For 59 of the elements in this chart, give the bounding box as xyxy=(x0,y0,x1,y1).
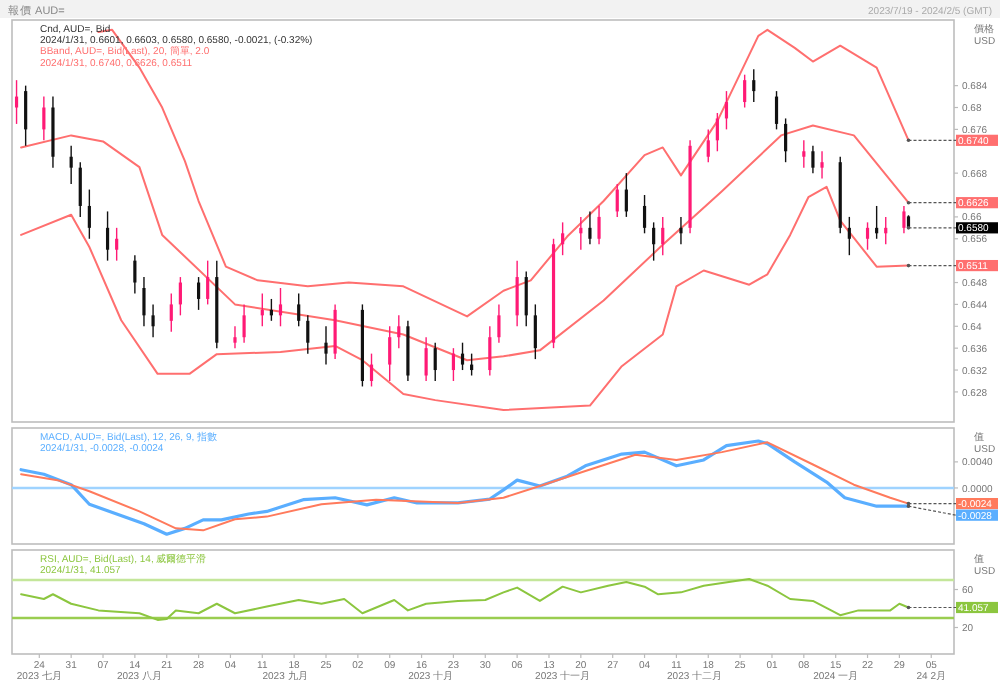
candlestick xyxy=(87,188,91,240)
candlestick xyxy=(324,325,328,366)
candlestick xyxy=(306,314,310,355)
candlestick xyxy=(847,216,851,256)
candlestick xyxy=(774,90,779,131)
candlestick xyxy=(460,341,465,371)
candlestick xyxy=(78,161,82,218)
candlestick xyxy=(715,112,719,152)
candlestick xyxy=(424,336,428,382)
candlestick xyxy=(865,221,870,251)
candlestick xyxy=(624,172,628,218)
candlestick xyxy=(369,352,374,388)
candlestick xyxy=(743,73,747,109)
candlestick xyxy=(497,303,501,344)
candlestick xyxy=(42,95,46,142)
candlestick xyxy=(388,325,392,382)
candlestick xyxy=(615,183,619,218)
candlestick xyxy=(133,254,137,295)
candlestick xyxy=(679,216,683,245)
candlestick xyxy=(902,205,906,235)
candlestick xyxy=(784,117,788,163)
candlestick xyxy=(151,303,155,338)
candlestick xyxy=(724,90,729,131)
line-series xyxy=(20,124,910,362)
candlestick xyxy=(169,292,173,333)
candlestick xyxy=(142,276,146,327)
candlestick xyxy=(706,128,710,163)
candlestick xyxy=(433,341,437,382)
candlestick xyxy=(488,325,492,377)
candlestick xyxy=(115,227,119,262)
line-series xyxy=(20,578,910,621)
candlestick xyxy=(811,145,815,174)
candlestick xyxy=(278,287,283,327)
candlestick xyxy=(533,303,537,360)
candlestick xyxy=(515,259,519,327)
candlestick xyxy=(524,270,528,327)
candlestick xyxy=(397,314,401,349)
candlestick xyxy=(802,139,806,169)
line-series xyxy=(20,185,910,411)
candlestick xyxy=(661,216,665,256)
candlestick xyxy=(242,303,246,344)
candlestick xyxy=(752,68,756,103)
candlestick xyxy=(597,205,601,245)
candlestick xyxy=(820,150,824,180)
candlestick xyxy=(24,84,28,147)
candlestick xyxy=(333,303,337,360)
candlestick xyxy=(561,221,565,256)
candlestick xyxy=(233,325,237,349)
candlestick xyxy=(105,210,110,262)
candlestick xyxy=(642,194,647,235)
candlestick xyxy=(652,221,656,262)
candlestick xyxy=(588,210,592,245)
candlestick xyxy=(14,79,19,125)
candlestick xyxy=(69,145,73,185)
candlestick xyxy=(206,259,210,306)
candlestick xyxy=(178,276,182,317)
candlestick xyxy=(451,347,456,382)
candlestick xyxy=(196,276,201,311)
candlestick xyxy=(297,292,301,327)
